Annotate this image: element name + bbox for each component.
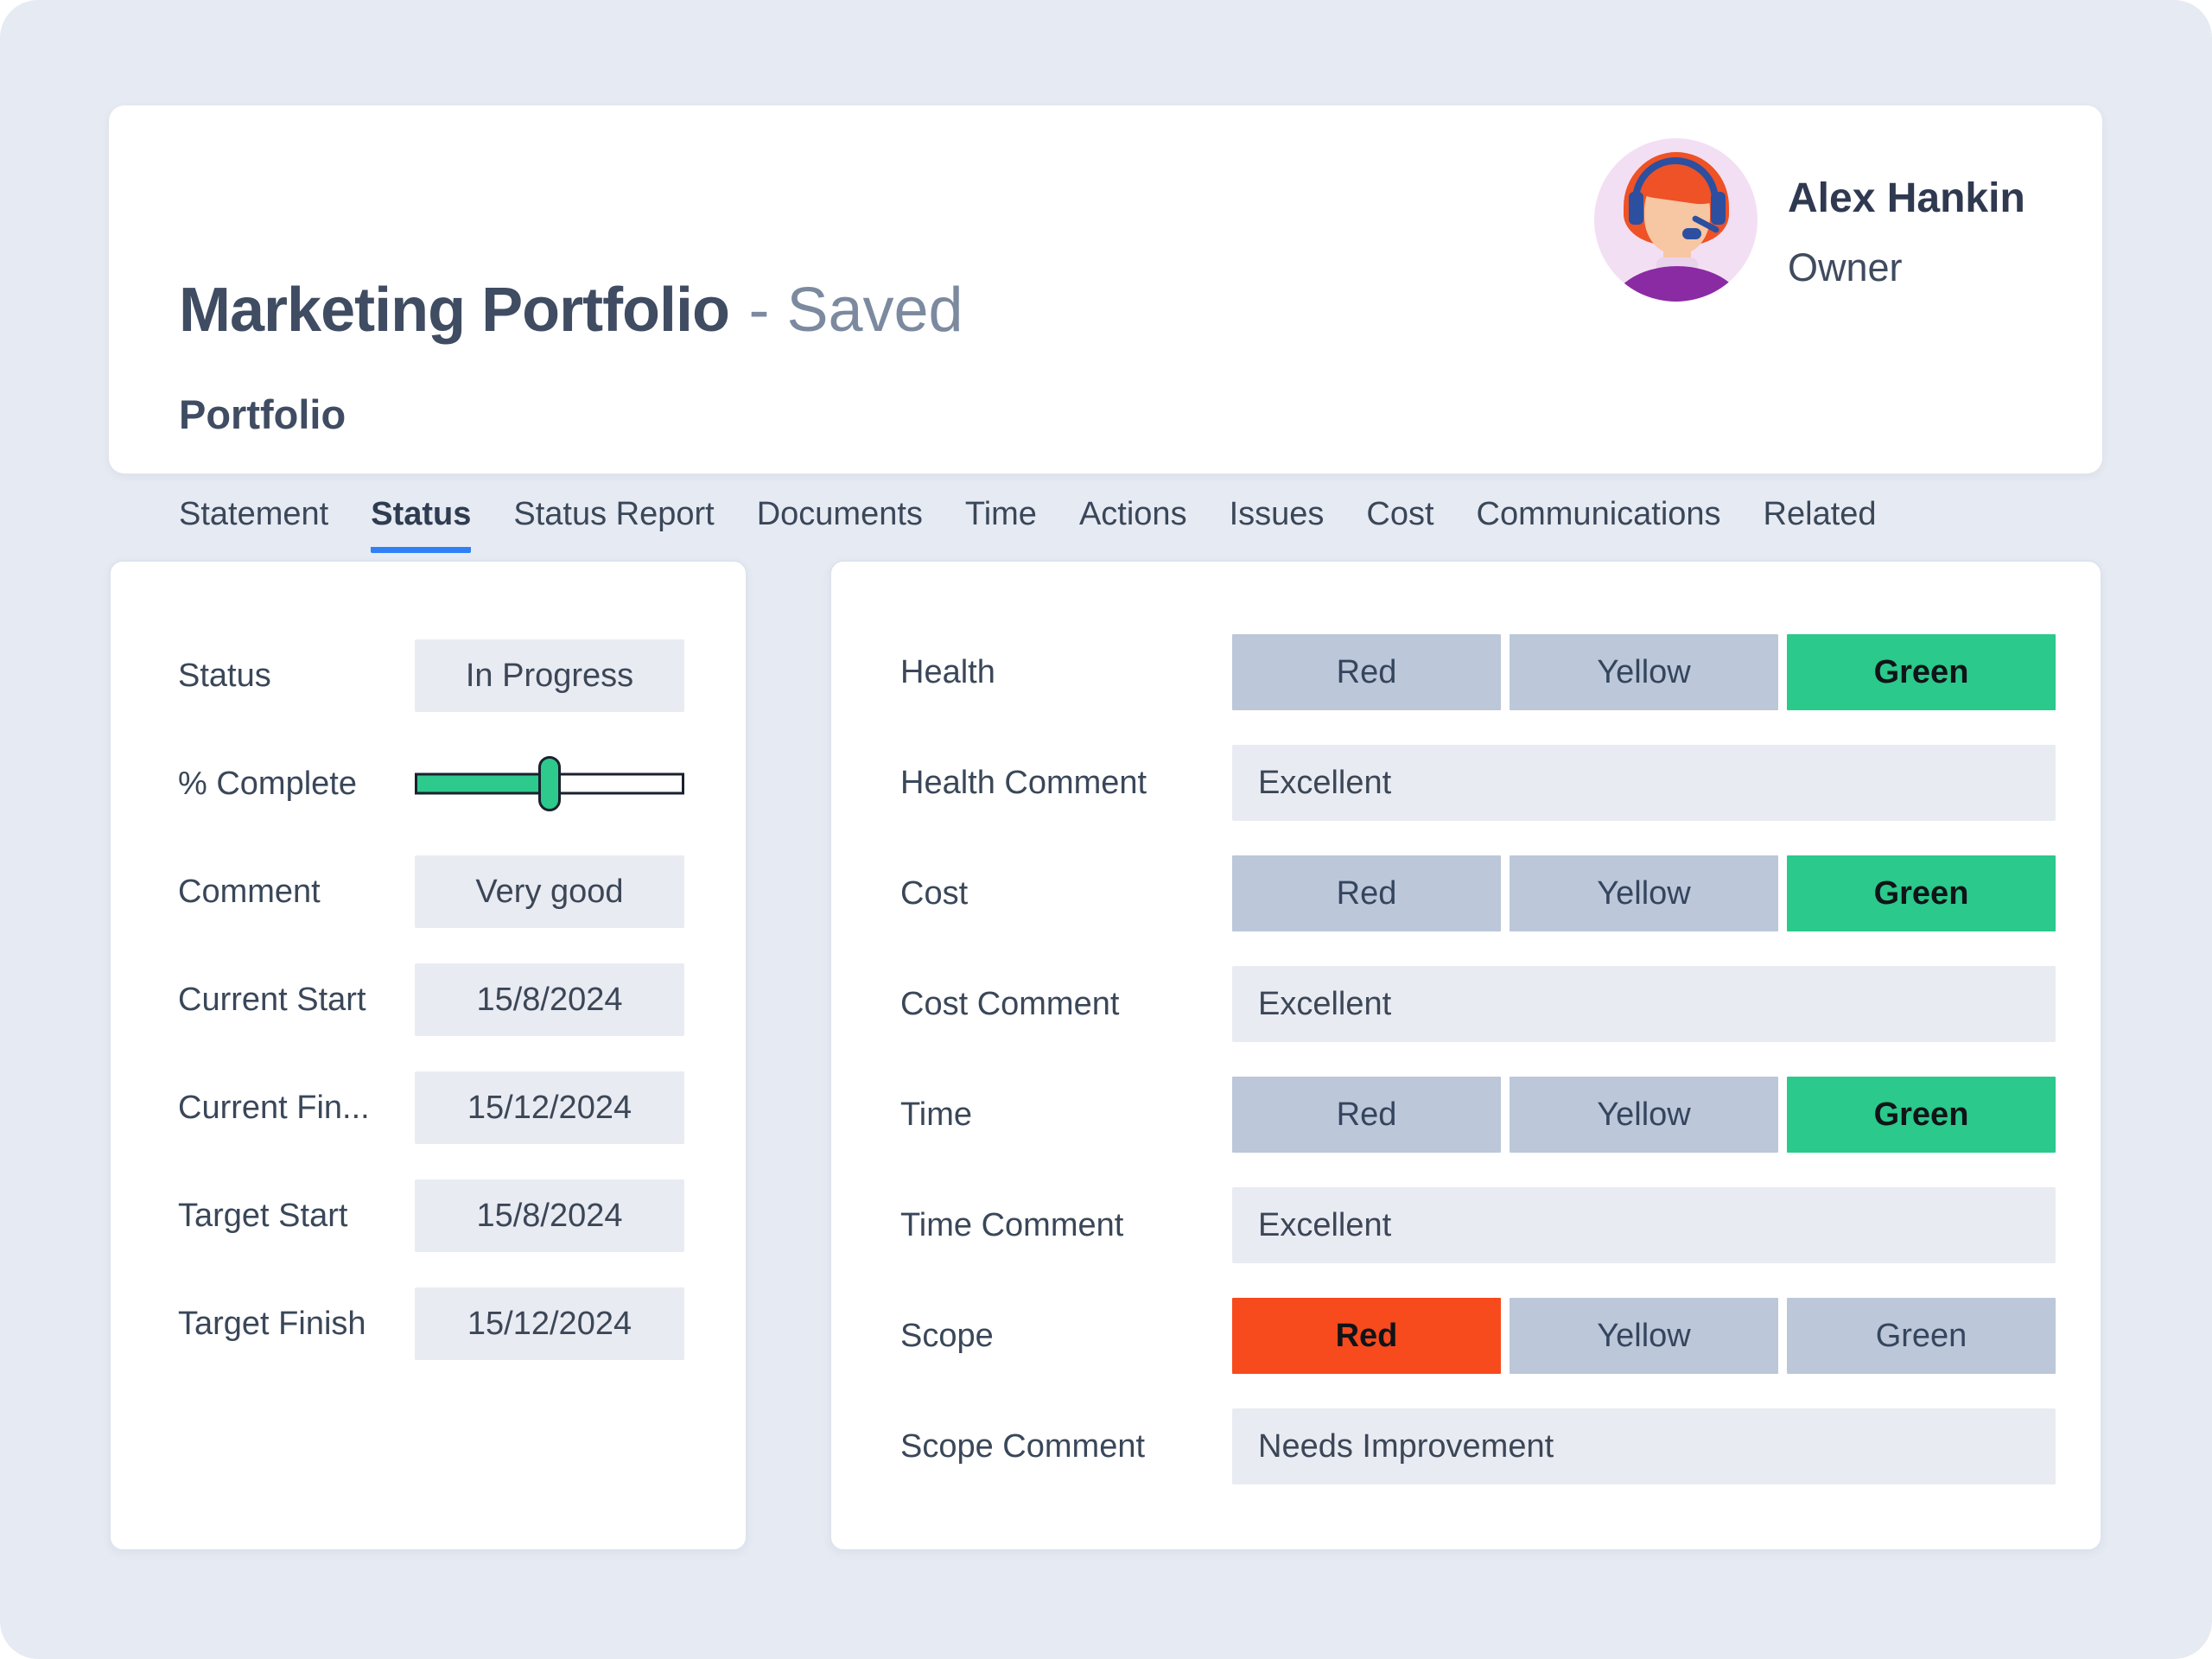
field-label: Time Comment: [900, 1206, 1124, 1243]
headset-mic-icon: [1682, 228, 1701, 239]
comment-row: Comment Very good: [178, 855, 746, 928]
tab-status-report[interactable]: Status Report: [513, 496, 715, 532]
health-panel: Health Red Yellow Green Health Comment E…: [830, 560, 2102, 1551]
target-start-field[interactable]: 15/8/2024: [415, 1179, 684, 1252]
target-finish-field[interactable]: 15/12/2024: [415, 1287, 684, 1360]
field-label: Scope Comment: [900, 1427, 1146, 1465]
current-start-field[interactable]: 15/8/2024: [415, 963, 684, 1036]
current-start-row: Current Start 15/8/2024: [178, 963, 746, 1036]
status-panel: Status In Progress % Complete Comment Ve…: [109, 560, 747, 1551]
time-rag-control: Red Yellow Green: [1232, 1077, 2056, 1153]
slider-handle[interactable]: [538, 756, 561, 811]
scope-comment-row: Scope Comment Needs Improvement: [900, 1408, 2101, 1484]
rag-option-red[interactable]: Red: [1232, 1298, 1501, 1374]
tab-related[interactable]: Related: [1763, 496, 1877, 532]
cost-comment-row: Cost Comment Excellent: [900, 966, 2101, 1042]
field-label: Target Start: [178, 1197, 348, 1234]
comment-field[interactable]: Very good: [415, 855, 684, 928]
time-comment-field[interactable]: Excellent: [1232, 1187, 2056, 1263]
rag-option-yellow[interactable]: Yellow: [1510, 855, 1778, 931]
tab-status[interactable]: Status: [371, 496, 472, 553]
rag-option-red[interactable]: Red: [1232, 855, 1501, 931]
user-role: Owner: [1788, 245, 1903, 289]
current-finish-field[interactable]: 15/12/2024: [415, 1071, 684, 1144]
field-label: Scope: [900, 1317, 994, 1354]
scope-comment-field[interactable]: Needs Improvement: [1232, 1408, 2056, 1484]
field-label: Health Comment: [900, 764, 1147, 801]
rag-option-yellow[interactable]: Yellow: [1510, 634, 1778, 710]
rag-option-red[interactable]: Red: [1232, 634, 1501, 710]
target-start-row: Target Start 15/8/2024: [178, 1179, 746, 1252]
cost-row: Cost Red Yellow Green: [900, 855, 2101, 931]
header-card: Marketing Portfolio - Saved Portfolio St…: [109, 105, 2102, 553]
rag-option-red[interactable]: Red: [1232, 1077, 1501, 1153]
tab-bar: Statement Status Status Report Documents…: [179, 496, 1877, 553]
user-name: Alex Hankin: [1788, 175, 2025, 221]
cost-comment-field[interactable]: Excellent: [1232, 966, 2056, 1042]
field-label: Target Finish: [178, 1305, 366, 1342]
field-label: Cost: [900, 874, 969, 912]
tab-statement[interactable]: Statement: [179, 496, 329, 532]
health-row: Health Red Yellow Green: [900, 634, 2101, 710]
field-label: % Complete: [178, 765, 357, 802]
field-label: Current Start: [178, 981, 366, 1018]
rag-option-green[interactable]: Green: [1787, 855, 2056, 931]
field-label: Status: [178, 657, 271, 694]
time-row: Time Red Yellow Green: [900, 1077, 2101, 1153]
target-finish-row: Target Finish 15/12/2024: [178, 1287, 746, 1360]
tab-time[interactable]: Time: [964, 496, 1037, 532]
health-rag-control: Red Yellow Green: [1232, 634, 2056, 710]
tab-documents[interactable]: Documents: [756, 496, 923, 532]
saved-status: - Saved: [748, 276, 963, 345]
scope-row: Scope Red Yellow Green: [900, 1298, 2101, 1374]
status-row: Status In Progress: [178, 639, 746, 712]
tab-communications[interactable]: Communications: [1476, 496, 1721, 532]
tab-cost[interactable]: Cost: [1366, 496, 1434, 532]
field-label: Current Fin...: [178, 1089, 370, 1126]
health-comment-row: Health Comment Excellent: [900, 745, 2101, 821]
percent-complete-slider[interactable]: [415, 747, 684, 820]
headset-earpiece-right-icon: [1711, 192, 1726, 225]
avatar: [1594, 138, 1758, 302]
current-finish-row: Current Fin... 15/12/2024: [178, 1071, 746, 1144]
status-field[interactable]: In Progress: [415, 639, 684, 712]
slider-fill: [417, 775, 550, 792]
portfolio-subtitle: Portfolio: [179, 391, 346, 437]
avatar-shirt: [1610, 266, 1745, 302]
rag-option-green[interactable]: Green: [1787, 1298, 2056, 1374]
tab-actions[interactable]: Actions: [1078, 496, 1187, 532]
field-label: Health: [900, 653, 995, 690]
rag-option-green[interactable]: Green: [1787, 1077, 2056, 1153]
field-label: Cost Comment: [900, 985, 1120, 1022]
time-comment-row: Time Comment Excellent: [900, 1187, 2101, 1263]
field-label: Comment: [178, 873, 321, 910]
page-title: Marketing Portfolio: [179, 276, 730, 345]
title-row: Marketing Portfolio - Saved: [179, 275, 963, 346]
health-comment-field[interactable]: Excellent: [1232, 745, 2056, 821]
rag-option-yellow[interactable]: Yellow: [1510, 1298, 1778, 1374]
headset-earpiece-left-icon: [1629, 192, 1643, 225]
percent-complete-row: % Complete: [178, 747, 746, 820]
rag-option-green[interactable]: Green: [1787, 634, 2056, 710]
cost-rag-control: Red Yellow Green: [1232, 855, 2056, 931]
scope-rag-control: Red Yellow Green: [1232, 1298, 2056, 1374]
tab-issues[interactable]: Issues: [1229, 496, 1325, 532]
field-label: Time: [900, 1096, 973, 1133]
rag-option-yellow[interactable]: Yellow: [1510, 1077, 1778, 1153]
